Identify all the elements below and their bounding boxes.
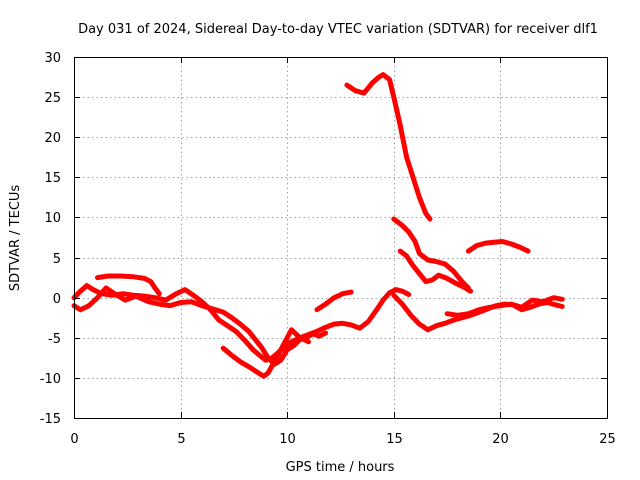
y-tick-label: 25 [44,91,61,106]
ticks: 0 5 10 15 20 25 -15 -10 -5 0 5 10 15 20 25 30 [40,51,616,447]
x-tick-label: 0 [70,432,78,447]
series-track-1 [95,273,162,297]
series-track-7 [391,216,471,291]
y-axis-label: SDTVAR / TECUs [8,185,23,292]
y-tick-label: 10 [44,211,61,226]
series-track-11 [444,295,565,318]
x-tick-label: 5 [177,432,185,447]
grid [74,57,607,418]
series-layer [71,72,565,379]
y-tick-label: 20 [44,131,61,146]
y-tick-label: -10 [40,372,61,387]
x-tick-label: 10 [279,432,296,447]
chart-title: Day 031 of 2024, Sidereal Day-to-day VTE… [78,22,598,37]
series-track-9 [465,239,531,254]
x-tick-label: 15 [386,432,403,447]
series-track-6 [344,72,433,222]
y-tick-label: 0 [53,292,61,307]
series-track-3 [71,285,329,367]
y-tick-label: -15 [40,412,61,427]
series-track-8 [397,248,474,294]
series-track-4 [220,327,311,379]
plot-frame [74,57,608,419]
x-tick-label: 25 [599,432,616,447]
y-tick-label: 30 [44,51,61,66]
y-tick-label: 5 [53,252,61,267]
series-track-5 [314,289,354,313]
x-axis-label: GPS time / hours [286,460,395,475]
x-tick-label: 20 [492,432,509,447]
y-tick-label: 15 [44,171,61,186]
y-tick-label: -5 [48,332,61,347]
